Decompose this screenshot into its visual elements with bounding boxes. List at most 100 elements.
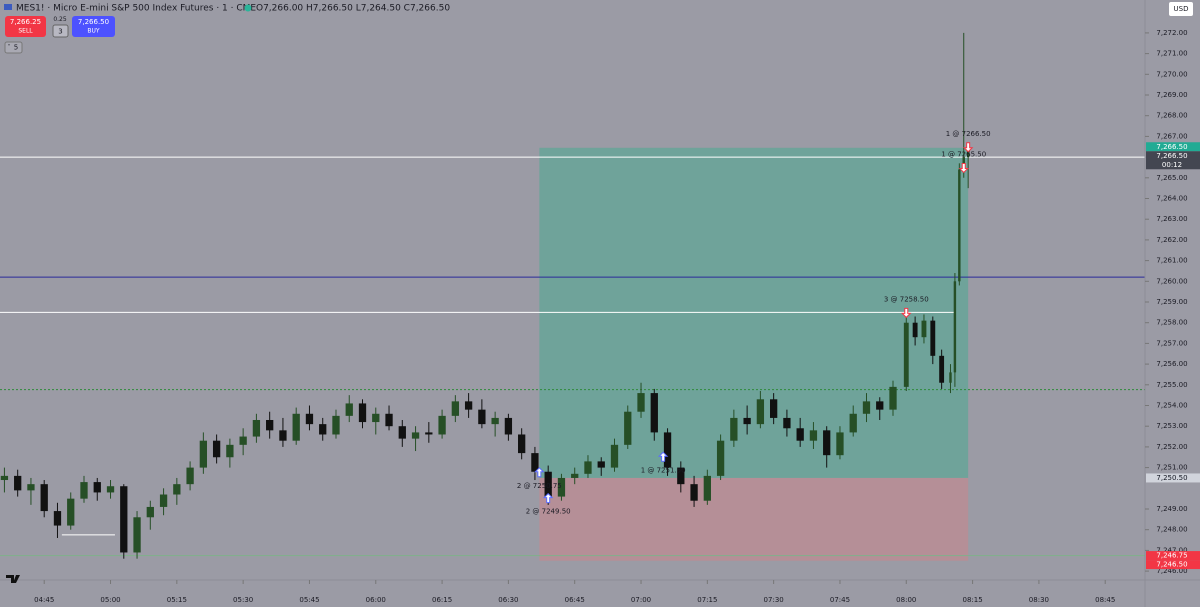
- trade-label: 2 @ 7250.75: [517, 482, 562, 490]
- candle-body: [770, 399, 778, 418]
- trade-arrow: [534, 467, 545, 478]
- x-tick-label: 07:30: [764, 596, 784, 604]
- candle-body: [226, 444, 234, 458]
- buy-price: 7,266.50: [78, 18, 109, 26]
- indicators-count: 5: [14, 44, 18, 52]
- y-tick-label: 7,255.00: [1156, 381, 1187, 389]
- candle-body: [504, 417, 513, 435]
- price-badge-label: 7,246.75: [1156, 552, 1187, 560]
- qty-box[interactable]: [52, 24, 69, 38]
- candle-body: [319, 424, 327, 435]
- y-tick-label: 7,258.00: [1156, 319, 1187, 327]
- candle-body: [491, 417, 499, 425]
- chevron: ˅: [8, 44, 11, 51]
- trade-arrow: [901, 307, 912, 319]
- candle-body: [0, 475, 9, 481]
- candle-body: [912, 322, 918, 338]
- candle-body: [796, 428, 804, 441]
- candle-body: [438, 415, 446, 435]
- trade-label: 1 @ 7265.50: [941, 150, 986, 158]
- x-tick-label: 07:00: [631, 596, 651, 604]
- candle-body: [464, 401, 473, 410]
- price-badge: [1146, 151, 1200, 170]
- candle-body: [14, 475, 22, 491]
- y-tick-label: 7,251.00: [1156, 464, 1187, 472]
- x-tick-label: 06:45: [565, 596, 585, 604]
- x-tick-label: 05:15: [167, 596, 187, 604]
- candle-body: [953, 281, 957, 373]
- price-badge: [1146, 473, 1200, 483]
- candle-body: [703, 475, 711, 501]
- candle-body: [756, 399, 765, 425]
- x-tick-label: 08:15: [962, 596, 982, 604]
- x-tick-label: 07:45: [830, 596, 850, 604]
- sell-button[interactable]: [5, 16, 46, 37]
- candle-body: [186, 467, 194, 485]
- buy-button[interactable]: [72, 16, 115, 37]
- candle-body: [930, 320, 936, 356]
- y-tick-label: 7,261.00: [1156, 257, 1187, 265]
- candle-body: [518, 434, 526, 454]
- y-tick-label: 7,269.00: [1156, 91, 1187, 99]
- candle-body: [27, 484, 35, 491]
- candle-body: [637, 393, 645, 412]
- candle-body: [120, 486, 128, 553]
- candle-body: [903, 322, 909, 387]
- candle-body: [958, 169, 961, 282]
- candle-body: [823, 430, 831, 456]
- y-tick-label: 7,248.00: [1156, 526, 1187, 534]
- candle-body: [597, 461, 605, 468]
- trade-arrow: [958, 162, 969, 174]
- candle-body: [949, 372, 952, 383]
- candle-body: [809, 430, 818, 441]
- flag-icon: [4, 4, 12, 10]
- candle-body: [53, 511, 62, 526]
- candle-body: [411, 432, 420, 439]
- candle-body: [478, 409, 486, 425]
- candle-body: [292, 413, 300, 441]
- candle-body: [345, 403, 353, 416]
- candle-body: [531, 453, 539, 472]
- ohlc: O7,266.00 H7,266.50 L7,264.50 C7,266.50: [256, 4, 450, 14]
- trade-label: 3 @ 7258.50: [884, 295, 929, 303]
- profit-zone: [539, 147, 969, 478]
- indicators-toggle[interactable]: [4, 41, 23, 54]
- y-tick-label: 7,272.00: [1156, 29, 1187, 37]
- y-tick-label: 7,259.00: [1156, 298, 1187, 306]
- candle-body: [159, 494, 168, 507]
- currency: USD: [1174, 5, 1189, 13]
- candle-body: [305, 413, 314, 425]
- x-tick-label: 06:00: [366, 596, 386, 604]
- candle-body: [358, 403, 367, 423]
- status-dot: [244, 4, 252, 12]
- candle-body: [425, 432, 433, 435]
- price-badge-label: 7,266.50: [1156, 143, 1187, 151]
- buy-label: BUY: [87, 28, 100, 35]
- y-tick-label: 7,253.00: [1156, 422, 1187, 430]
- candle-body: [451, 401, 459, 416]
- y-tick-label: 7,256.00: [1156, 360, 1187, 368]
- x-tick-label: 05:45: [299, 596, 319, 604]
- candle-body: [557, 477, 566, 497]
- candle-body: [677, 467, 685, 485]
- sell-price: 7,266.25: [10, 18, 41, 26]
- y-tick-label: 7,264.00: [1156, 195, 1187, 203]
- y-tick-label: 7,257.00: [1156, 339, 1187, 347]
- currency-button[interactable]: [1169, 2, 1193, 16]
- candle-body: [252, 419, 261, 437]
- overlay: 7,272.00 7,271.00 7,270.00 7,269.00 7,268.00…: [34, 29, 1200, 604]
- price-badge-label: 7,250.50: [1156, 474, 1187, 482]
- candle-body: [743, 417, 751, 425]
- x-tick-label: 08:45: [1095, 596, 1115, 604]
- candle-body: [836, 432, 844, 456]
- symbol-title[interactable]: MES1! · Micro E-mini S&P 500 Index Futur…: [16, 4, 256, 14]
- candle-body: [650, 393, 658, 433]
- candle-body: [876, 401, 884, 410]
- candle-body: [80, 482, 88, 499]
- y-tick-label: 7,271.00: [1156, 50, 1187, 58]
- candle-body: [279, 430, 287, 441]
- y-tick-label: 7,247.00: [1156, 546, 1187, 554]
- x-tick-label: 07:15: [697, 596, 717, 604]
- x-tick-label: 04:45: [34, 596, 54, 604]
